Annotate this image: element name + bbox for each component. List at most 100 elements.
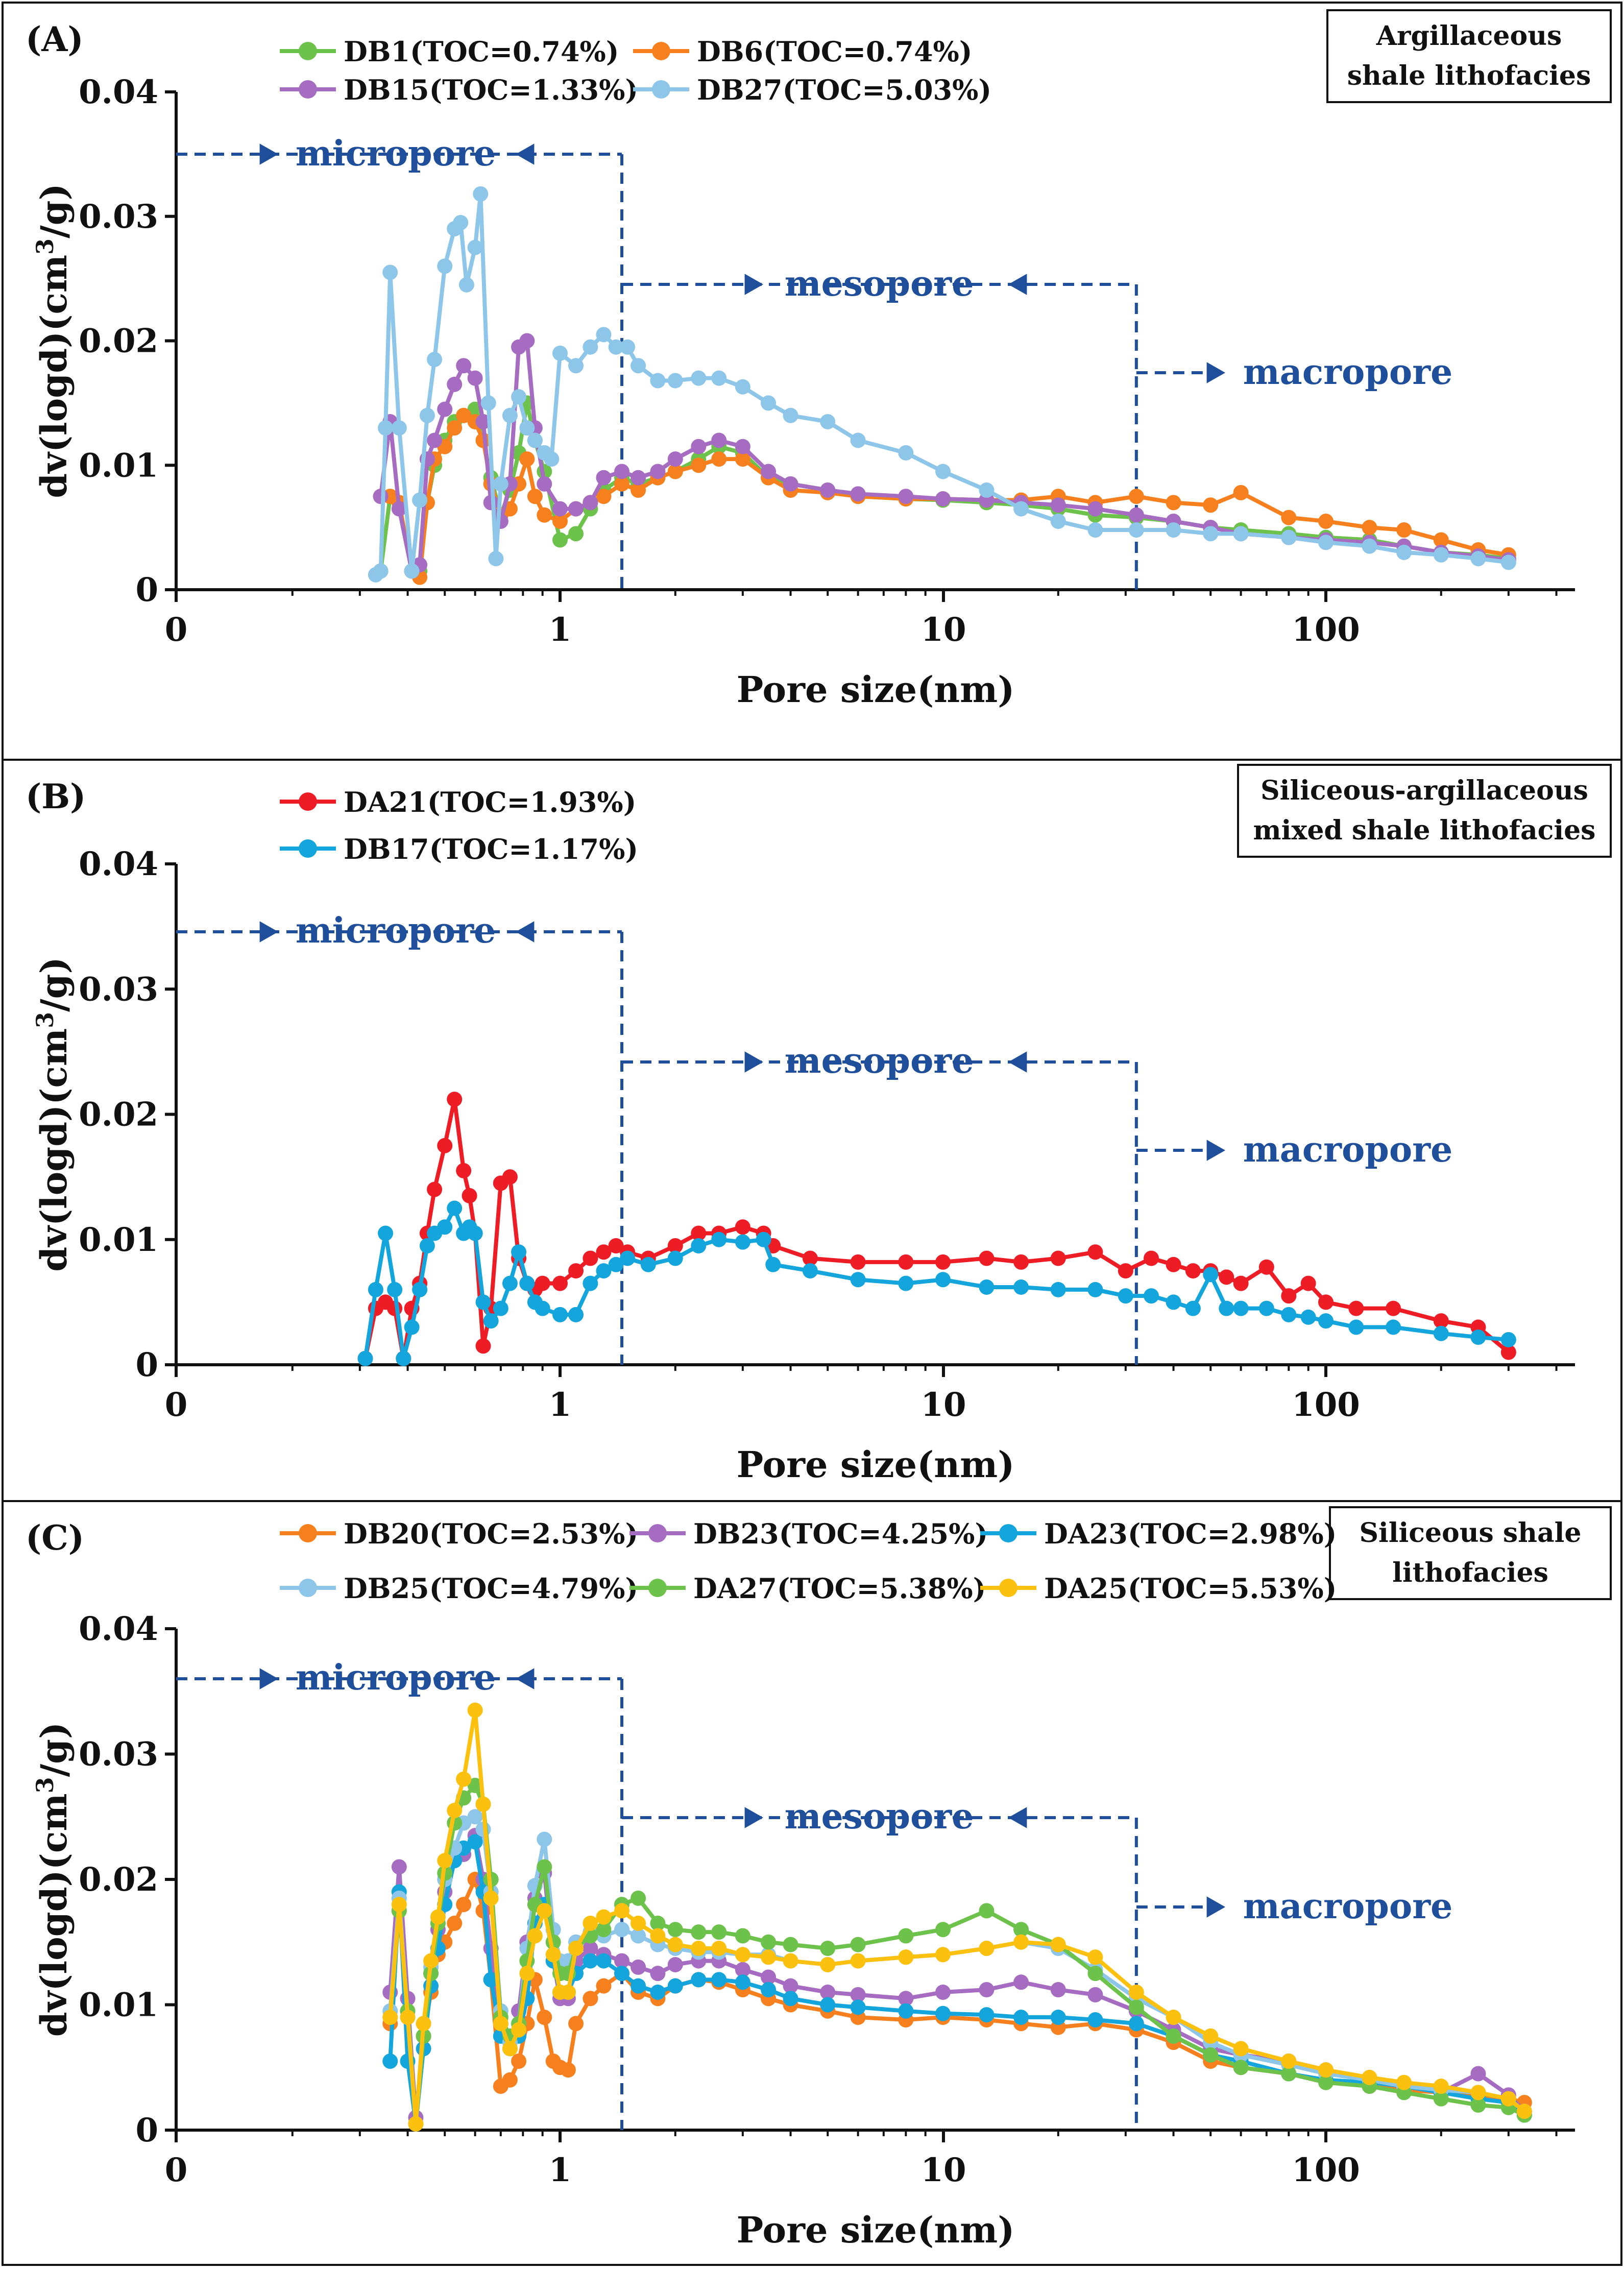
data-point (1185, 1301, 1201, 1316)
data-point (437, 402, 452, 417)
data-point (502, 1169, 518, 1185)
data-point (761, 1935, 776, 1950)
data-point (979, 1251, 994, 1266)
data-point (1166, 1257, 1181, 1272)
data-point (979, 1941, 994, 1956)
data-point (596, 1978, 611, 1994)
data-point (1087, 2012, 1103, 2027)
data-point (511, 389, 526, 404)
legend-marker (999, 1524, 1017, 1542)
y-tick-label: 0.03 (79, 1735, 158, 1774)
data-point (1051, 497, 1066, 513)
y-tick-label: 0.03 (79, 970, 158, 1008)
data-point (493, 2016, 508, 2031)
data-point (783, 1991, 798, 2006)
data-point (561, 1985, 576, 2000)
data-point (568, 358, 584, 373)
data-point (502, 2041, 518, 2056)
data-point (783, 1953, 798, 1969)
data-point (851, 1953, 866, 1969)
data-point (711, 1972, 726, 1987)
data-point (1362, 520, 1377, 535)
data-point (1281, 510, 1296, 525)
legend-label: DB20(TOC=2.53%) (344, 1517, 638, 1550)
data-point (568, 1263, 584, 1278)
data-point (1318, 2062, 1334, 2078)
data-point (851, 1999, 866, 2015)
data-point (456, 358, 471, 373)
data-point (1166, 522, 1181, 538)
data-point (412, 493, 427, 508)
data-point (447, 1803, 462, 1818)
data-point (511, 1244, 526, 1260)
data-point (368, 1282, 383, 1297)
data-point (493, 1301, 508, 1316)
data-point (537, 1903, 552, 1918)
data-point (404, 1319, 420, 1335)
data-point (382, 264, 398, 280)
data-point (668, 373, 683, 389)
data-point (1501, 554, 1516, 570)
y-tick-label: 0.01 (79, 1986, 158, 2024)
data-point (437, 1853, 452, 1868)
data-point (761, 1949, 776, 1965)
data-point (502, 1276, 518, 1291)
data-point (935, 1922, 951, 1937)
data-point (1281, 530, 1296, 545)
data-point (596, 1953, 611, 1969)
data-point (456, 1163, 471, 1178)
data-point (820, 1941, 835, 1956)
data-point (691, 1941, 706, 1956)
data-point (552, 1276, 568, 1291)
data-point (1203, 497, 1218, 513)
data-point (1233, 1301, 1249, 1316)
data-point (898, 1928, 913, 1943)
data-point (1434, 1326, 1449, 1341)
data-point (535, 1276, 550, 1291)
data-point (935, 2006, 951, 2021)
data-point (820, 1957, 835, 1972)
x-axis-label: Pore size(nm) (737, 1443, 1015, 1486)
y-tick-label: 0.02 (79, 1096, 158, 1134)
data-point (614, 1966, 629, 1981)
data-point (820, 414, 835, 429)
data-point (519, 1966, 535, 1981)
data-point (396, 1351, 411, 1366)
data-point (519, 333, 535, 349)
data-point (1219, 1269, 1234, 1285)
legend-label: DB23(TOC=4.25%) (693, 1517, 988, 1550)
data-point (935, 1947, 951, 1962)
data-point (568, 526, 584, 541)
data-point (711, 1941, 726, 1956)
data-point (527, 489, 543, 504)
data-point (373, 489, 389, 504)
legend-marker (648, 1579, 667, 1597)
mesopore-arrow-left (1008, 1051, 1027, 1073)
data-point (459, 277, 474, 293)
panel-b: (B) Siliceous-argillaceousmixed shale lit… (3, 760, 1621, 1486)
data-point (1233, 1276, 1249, 1291)
y-tick-label: 0.04 (79, 845, 158, 883)
data-point (468, 240, 483, 255)
data-point (979, 1279, 994, 1295)
data-point (1318, 1313, 1334, 1329)
data-point (641, 1257, 656, 1272)
data-point (583, 1276, 598, 1291)
data-point (447, 1916, 462, 1931)
data-point (620, 340, 635, 355)
data-point (1087, 522, 1103, 538)
data-point (1386, 1301, 1401, 1316)
data-point (552, 346, 568, 361)
data-point (1166, 1294, 1181, 1310)
micropore-arrow-left (516, 143, 534, 165)
x-tick-label: 100 (1292, 2151, 1360, 2189)
data-point (502, 2072, 518, 2088)
x-tick-label: 1 (549, 1386, 572, 1424)
data-point (935, 1985, 951, 2000)
data-point (1434, 547, 1449, 563)
macropore-arrow-right (1207, 1896, 1225, 1918)
data-point (735, 1974, 750, 1990)
data-point (1470, 551, 1486, 566)
legend-marker (299, 839, 317, 858)
y-tick-label: 0.01 (79, 1221, 158, 1259)
